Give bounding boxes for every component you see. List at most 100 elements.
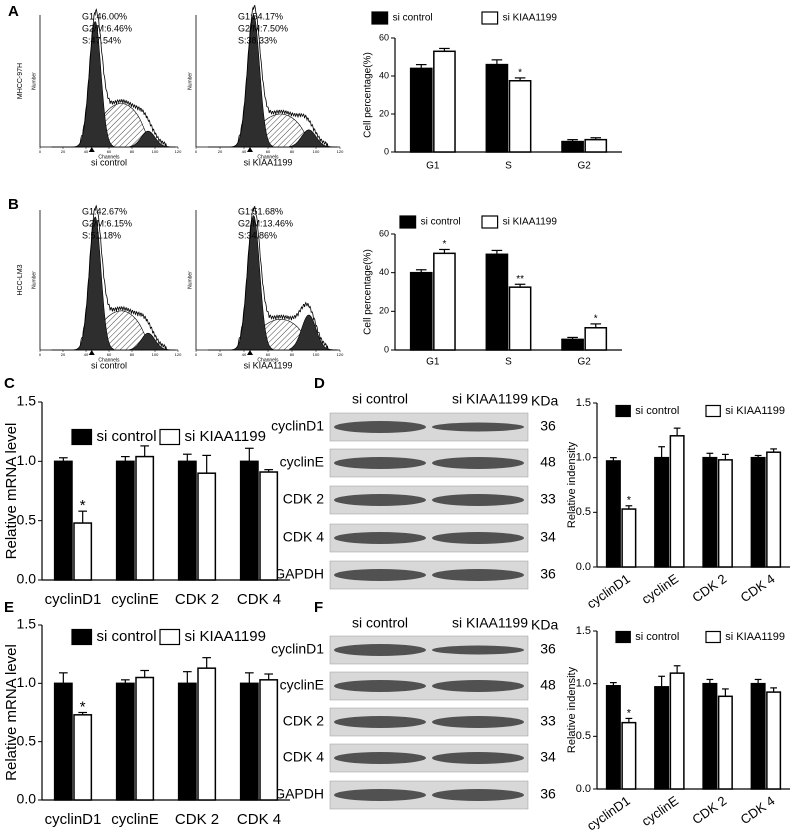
lane-label: si KIAA1199 — [452, 615, 528, 631]
y-axis-label: Cell percentage(%) — [363, 52, 374, 138]
bar — [409, 67, 433, 153]
x-tick-label: 120 — [337, 149, 344, 154]
bar — [73, 714, 93, 801]
blot-band — [432, 680, 524, 692]
phase-stat: G2/M:7.50% — [238, 23, 288, 33]
legend-label: si KIAA1199 — [185, 628, 266, 645]
blot-band — [432, 716, 524, 728]
y-tick-label: 1.5 — [576, 625, 591, 637]
x-tick-label: cyclinD1 — [584, 571, 633, 611]
blot-band — [334, 457, 426, 469]
marker-triangle — [88, 147, 95, 152]
panel-label: A — [8, 3, 19, 20]
hist-g2-peak — [129, 332, 170, 351]
hist-g1-peak — [234, 215, 274, 351]
bar — [605, 685, 621, 790]
x-tick-label: 0 — [39, 149, 42, 154]
y-tick-label: 1.5 — [17, 616, 37, 632]
y-axis-label: Relative indensity — [566, 441, 578, 528]
hist-g1-peak — [76, 216, 114, 351]
panel-label: D — [314, 375, 325, 392]
y-tick-label: 1.0 — [576, 452, 591, 464]
phase-stat: G1:46.00% — [82, 11, 127, 21]
bar — [702, 456, 718, 568]
bar — [621, 721, 637, 790]
x-tick-label: 100 — [152, 149, 159, 154]
condition-label: si control — [91, 360, 127, 370]
size-label: 48 — [540, 677, 556, 693]
marker-triangle — [88, 350, 95, 355]
bar — [197, 472, 217, 581]
bar — [669, 672, 685, 790]
x-tick-label: cyclinE — [111, 591, 159, 608]
x-tick-label: S — [505, 161, 512, 172]
blot-band — [334, 716, 426, 728]
bar — [766, 451, 782, 568]
protein-label: GAPDH — [274, 786, 324, 802]
bar — [750, 682, 766, 790]
size-label: 36 — [540, 786, 556, 802]
x-tick-label: CDK 4 — [237, 811, 281, 828]
size-label: 34 — [540, 529, 556, 545]
y-axis-label: Number — [31, 271, 37, 289]
x-tick-label: cyclinD1 — [584, 793, 633, 831]
blot-band — [334, 532, 426, 544]
protein-label: cyclinD1 — [271, 418, 324, 434]
y-tick-label: 0.0 — [17, 791, 37, 807]
bar — [621, 508, 637, 568]
bar — [53, 682, 73, 801]
hist-g1-peak — [234, 14, 274, 148]
x-tick-label: CDK 2 — [175, 591, 219, 608]
legend-label: si control — [635, 405, 679, 417]
y-tick-label: 1.0 — [17, 674, 37, 690]
x-tick-label: 20 — [218, 149, 223, 154]
bar — [508, 80, 532, 153]
x-tick-label: 80 — [290, 149, 295, 154]
protein-label: CDK 2 — [283, 713, 324, 729]
condition-label: si control — [91, 157, 127, 167]
x-tick-label: S — [505, 357, 512, 368]
x-tick-label: 120 — [175, 352, 182, 357]
phase-stat: G1:54.17% — [238, 11, 283, 21]
bar — [717, 459, 733, 568]
x-tick-label: 100 — [152, 352, 159, 357]
y-tick-label: 0.0 — [576, 783, 591, 795]
y-tick-label: 0.5 — [17, 732, 37, 748]
x-tick-label: 80 — [130, 352, 135, 357]
bar — [561, 338, 584, 351]
bar — [605, 460, 621, 568]
x-tick-label: cyclinD1 — [45, 811, 102, 828]
legend-swatch — [705, 404, 721, 418]
bar — [115, 682, 135, 801]
size-label: 34 — [540, 749, 556, 765]
x-tick-label: G2 — [577, 161, 591, 172]
blot-band — [432, 752, 524, 764]
marker-triangle — [247, 350, 253, 355]
x-tick-label: CDK 2 — [175, 811, 219, 828]
y-tick-label: 1.0 — [17, 452, 37, 468]
phase-stat: S:47.54% — [82, 35, 121, 45]
legend-swatch — [705, 630, 721, 644]
size-label: 36 — [540, 418, 556, 434]
protein-label: CDK 4 — [283, 749, 324, 765]
size-label: 48 — [540, 454, 556, 470]
x-tick-label: 40 — [242, 352, 247, 357]
legend-swatch — [159, 628, 181, 646]
bar — [717, 695, 733, 790]
blot-band — [432, 422, 524, 432]
blot-band — [432, 645, 524, 655]
x-tick-label: 60 — [266, 149, 271, 154]
y-tick-label: 0 — [384, 146, 389, 156]
legend-swatch — [399, 215, 417, 229]
phase-stat: S:51.18% — [82, 230, 121, 240]
hist-g1-peak — [76, 21, 114, 148]
y-tick-label: 1.5 — [576, 397, 591, 409]
bar — [654, 686, 670, 790]
blot-band — [334, 752, 426, 764]
y-tick-label: 0.0 — [576, 561, 591, 573]
blot-band — [432, 494, 524, 506]
y-tick-label: 0.5 — [17, 511, 37, 527]
legend-label: si KIAA1199 — [503, 217, 558, 228]
panel-label: E — [4, 599, 14, 616]
bar — [433, 252, 456, 351]
